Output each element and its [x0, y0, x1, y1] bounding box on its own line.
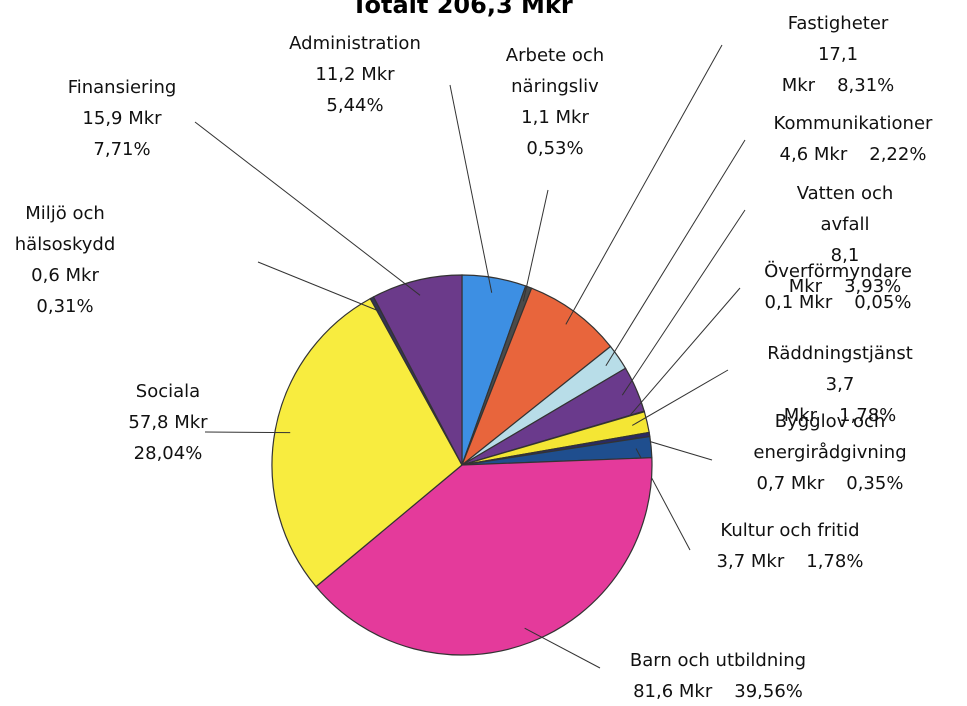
slice-label: Sociala 57,8 Mkr 28,04%	[128, 376, 207, 469]
pie-slice	[315, 457, 653, 656]
label-cat: Kommunikationer	[773, 113, 933, 134]
leader-line	[632, 369, 729, 426]
pie-slice	[271, 297, 463, 588]
label-cat: Bygglov och energirådgivning	[753, 411, 907, 463]
leader-line	[522, 189, 549, 302]
label-amt: 11,2 Mkr	[315, 64, 395, 85]
label-amt: 0,6 Mkr	[31, 265, 99, 286]
slice-label: Miljö och hälsoskydd 0,6 Mkr 0,31%	[15, 198, 116, 322]
label-amt: 3,7 Mkr	[783, 374, 855, 426]
label-pct: 2,22%	[869, 144, 927, 165]
label-pct: 7,71%	[93, 139, 151, 160]
label-pct: 5,44%	[326, 95, 384, 116]
label-amt: 0,7 Mkr	[756, 473, 825, 494]
label-cat: Finansiering	[67, 77, 177, 98]
label-amt: 17,1 Mkr	[781, 44, 859, 96]
leader-line	[565, 44, 723, 325]
label-pct: 39,56%	[734, 681, 803, 702]
label-cat: Överförmyndare	[764, 261, 912, 282]
leader-line	[621, 209, 746, 396]
slice-label: Fastigheter 17,1 Mkr 8,31%	[774, 8, 903, 101]
leader-line	[194, 121, 421, 296]
leader-line	[204, 431, 291, 434]
label-pct: 1,78%	[839, 405, 897, 426]
label-pct: 1,78%	[806, 551, 864, 572]
label-amt: 8,1 Mkr	[788, 245, 860, 297]
label-pct: 0,53%	[526, 138, 584, 159]
label-cat: Kultur och fritid	[720, 520, 860, 541]
label-cat: Miljö och hälsoskydd	[14, 203, 116, 255]
slice-label: Kultur och fritid 3,7 Mkr 1,78%	[717, 515, 864, 577]
label-amt: 4,6 Mkr	[779, 144, 848, 165]
leader-line	[257, 261, 380, 312]
chart-title: Totalt 206,3 Mkr	[351, 0, 573, 19]
slice-label: Överförmyndare 0,1 Mkr 0,05%	[764, 256, 912, 318]
label-cat: Fastigheter	[787, 13, 889, 34]
slice-label: Vatten och avfall 8,1 Mkr 3,93%	[784, 178, 906, 302]
leader-line	[629, 287, 741, 417]
label-cat: Administration	[289, 33, 421, 54]
label-pct: 0,05%	[854, 292, 912, 313]
label-pct: 28,04%	[133, 443, 203, 464]
label-amt: 1,1 Mkr	[521, 107, 589, 128]
label-amt: 57,8 Mkr	[128, 412, 208, 433]
label-pct: 3,93%	[844, 276, 902, 297]
leader-line	[524, 627, 601, 669]
slice-label: Barn och utbildning 81,6 Mkr 39,56%	[630, 645, 806, 706]
pie-slice	[460, 287, 612, 467]
label-cat: Vatten och avfall	[796, 183, 894, 235]
pie-slice	[372, 274, 463, 466]
label-amt: 3,7 Mkr	[716, 551, 785, 572]
label-amt: 15,9 Mkr	[82, 108, 162, 129]
leader-line	[605, 139, 746, 366]
label-cat: Arbete och näringsliv	[505, 45, 605, 97]
slice-label: Arbete och näringsliv 1,1 Mkr 0,53%	[506, 40, 604, 164]
slice-label: Räddningstjänst 3,7 Mkr 1,78%	[767, 338, 913, 431]
slice-label: Kommunikationer 4,6 Mkr 2,22%	[774, 108, 933, 170]
label-cat: Barn och utbildning	[629, 650, 807, 671]
slice-label: Bygglov och energirådgivning 0,7 Mkr 0,35%	[753, 406, 906, 499]
label-cat: Sociala	[135, 381, 201, 402]
label-amt: 81,6 Mkr	[633, 681, 713, 702]
label-amt: 0,1 Mkr	[764, 292, 833, 313]
leader-line	[449, 84, 493, 293]
slice-label: Administration 11,2 Mkr 5,44%	[289, 28, 421, 121]
label-pct: 8,31%	[837, 75, 895, 96]
label-cat: Räddningstjänst	[767, 343, 913, 364]
label-pct: 0,35%	[846, 473, 904, 494]
slice-label: Finansiering 15,9 Mkr 7,71%	[68, 72, 177, 165]
label-pct: 0,31%	[36, 296, 94, 317]
